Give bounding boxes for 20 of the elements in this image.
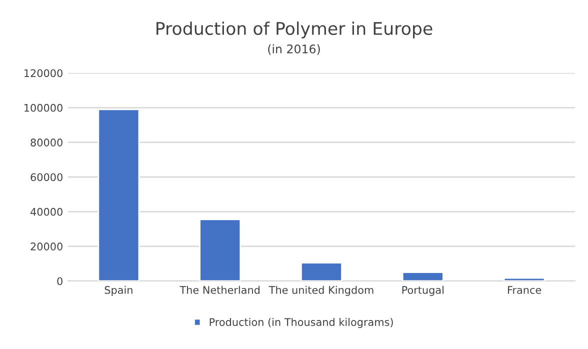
x-tick-label: The Netherland [180,286,260,294]
bar [402,272,444,281]
bar [300,262,342,281]
bar [199,218,242,281]
x-tick-label: France [508,286,542,294]
bar [98,108,140,281]
y-tick-label: 60000 [30,173,62,182]
legend-label: Production (in Thousand kilograms) [210,318,393,328]
x-tick-label: Portugal [402,286,444,296]
bar [503,277,546,281]
y-tick-label: 40000 [30,208,62,216]
x-tick-label: The united Kingdom [268,286,374,296]
y-tick-label: 100000 [24,104,62,112]
x-tick-label: Spain [104,286,132,296]
y-tick-label: 20000 [30,242,62,250]
y-tick-label: 80000 [30,138,62,146]
chart-title: Production of Polymer in Europe [156,22,432,38]
y-tick-label: 120000 [24,69,62,78]
y-tick-label: 0 [57,277,62,286]
chart-subtitle: (in 2016) [268,44,320,55]
